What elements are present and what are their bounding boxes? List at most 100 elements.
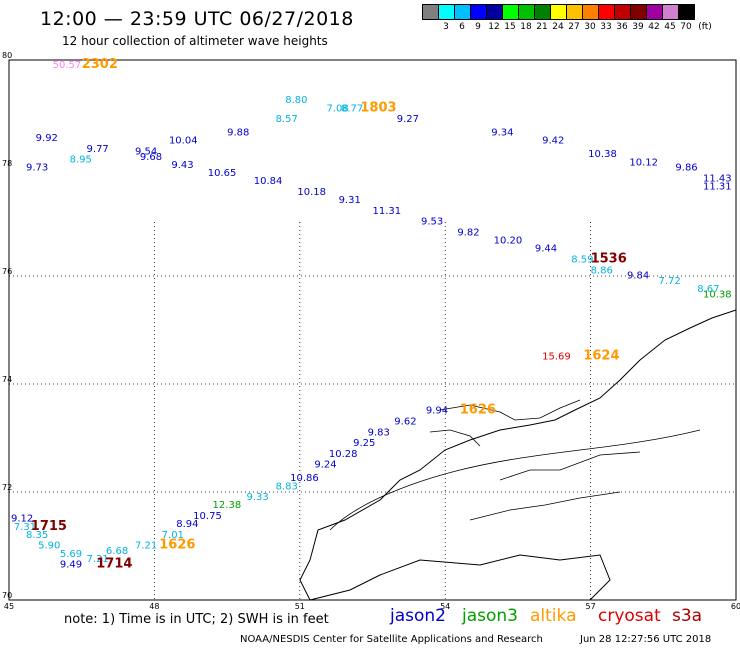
wave-height-value: 9.43 xyxy=(171,160,193,171)
coastline-novaya-zemlya xyxy=(299,309,737,601)
wave-height-value: 9.53 xyxy=(421,217,443,228)
legend-swatch-label: 24 xyxy=(552,22,564,32)
wave-height-value: 9.31 xyxy=(339,195,361,206)
wave-height-value: 9.94 xyxy=(426,406,448,417)
wave-height-value: 9.12 xyxy=(11,514,33,525)
legend-swatch-label: 36 xyxy=(616,22,628,32)
longitude-tick-label: 57 xyxy=(586,602,596,611)
legend-jason2: jason2 xyxy=(390,606,446,626)
wave-height-value: 8.80 xyxy=(285,95,307,106)
wave-height-value: 50.57 xyxy=(53,60,82,71)
wave-height-color-legend xyxy=(422,4,695,20)
legend-swatch-label: 9 xyxy=(475,22,481,32)
wave-height-value: 11.43 xyxy=(703,174,732,185)
wave-height-value: 8.83 xyxy=(276,481,298,492)
wave-height-value: 10.04 xyxy=(169,136,198,147)
longitude-tick-label: 51 xyxy=(295,602,305,611)
latitude-tick-label: 70 xyxy=(2,591,12,600)
wave-height-value: 8.95 xyxy=(70,155,92,166)
wave-height-value: 9.83 xyxy=(368,427,390,438)
wave-height-value: 7.08 xyxy=(326,103,348,114)
legend-swatch-label: 3 xyxy=(443,22,449,32)
legend-jason3: jason3 xyxy=(462,606,518,626)
wave-height-value: 9.34 xyxy=(491,128,513,139)
latitude-tick-label: 74 xyxy=(2,375,12,384)
longitude-tick-label: 45 xyxy=(4,602,14,611)
wave-height-value: 9.25 xyxy=(353,438,375,449)
wave-height-value: 10.18 xyxy=(297,187,326,198)
map-gridlines xyxy=(9,222,736,600)
wave-height-value: 8.77 xyxy=(341,103,363,114)
wave-height-value: 1714 xyxy=(96,557,132,572)
wave-height-value: 9.82 xyxy=(457,228,479,239)
latitude-tick-label: 78 xyxy=(2,159,12,168)
wave-height-value: 7.01 xyxy=(162,530,184,541)
map-frame xyxy=(8,59,737,601)
legend-swatch-label: 18 xyxy=(520,22,532,32)
wave-height-value: 5.69 xyxy=(60,549,82,560)
wave-height-value: 7.72 xyxy=(658,276,680,287)
wave-height-value: 10.12 xyxy=(629,157,658,168)
wave-height-value: 7.21 xyxy=(87,554,109,565)
wave-height-value: 8.35 xyxy=(26,530,48,541)
wave-height-value: 8.57 xyxy=(276,114,298,125)
map-axis-labels: 45 48 51 54 57 60 80 78 76 74 72 70 xyxy=(2,51,740,611)
legend-s3a: s3a xyxy=(672,606,703,626)
wave-height-value: 7.31 xyxy=(14,522,36,533)
wave-height-value: 9.73 xyxy=(26,163,48,174)
legend-swatch-label: 15 xyxy=(504,22,516,32)
footer-note: note: 1) Time is in UTC; 2) SWH is in fe… xyxy=(64,612,329,627)
wave-height-value: 1803 xyxy=(360,100,396,115)
wave-height-value: 10.75 xyxy=(193,511,222,522)
wave-height-value: 10.65 xyxy=(208,168,237,179)
wave-height-value: 9.92 xyxy=(36,133,58,144)
longitude-tick-label: 48 xyxy=(149,602,159,611)
longitude-tick-label: 60 xyxy=(731,602,740,611)
footer-timestamp: Jun 28 12:27:56 UTC 2018 xyxy=(580,634,712,645)
wave-height-legend-labels: 3 6 9 12 15 18 21 24 27 30 33 36 39 42 45 70 (ft) xyxy=(422,22,716,32)
footer-credit: NOAA/NESDIS Center for Satellite Applica… xyxy=(240,634,543,645)
wave-height-value: 8.67 xyxy=(697,284,719,295)
wave-height-value: 10.28 xyxy=(329,449,358,460)
wave-height-value: 9.68 xyxy=(140,152,162,163)
wave-height-value: 9.27 xyxy=(397,114,419,125)
legend-swatch-label: 70 xyxy=(680,22,692,32)
wave-height-value: 9.77 xyxy=(87,144,109,155)
wave-height-value: 1536 xyxy=(591,252,627,267)
wave-height-value: 9.84 xyxy=(627,271,649,282)
wave-height-value: 1624 xyxy=(583,349,619,364)
wave-height-value: 1626 xyxy=(460,403,496,418)
longitude-tick-label: 54 xyxy=(440,602,450,611)
wave-height-value: 9.86 xyxy=(675,163,697,174)
wave-height-value: 9.49 xyxy=(60,560,82,571)
wave-height-value: 11.31 xyxy=(703,182,732,193)
wave-height-value: 8.94 xyxy=(176,519,198,530)
legend-swatch-label: 27 xyxy=(568,22,580,32)
page-subtitle: 12 hour collection of altimeter wave hei… xyxy=(62,34,328,48)
legend-swatch-label: 12 xyxy=(488,22,500,32)
wave-height-value: 10.38 xyxy=(588,149,617,160)
wave-height-value: 9.88 xyxy=(227,128,249,139)
wave-height-value: 11.31 xyxy=(373,206,402,217)
wave-height-value: 15.69 xyxy=(542,352,571,363)
wave-height-value: 10.20 xyxy=(494,236,523,247)
wave-height-value: 10.84 xyxy=(254,176,283,187)
wave-height-value: 5.90 xyxy=(38,541,60,552)
wave-height-value: 10.38 xyxy=(703,290,732,301)
wave-height-value: 1715 xyxy=(31,519,67,534)
wave-height-value: 9.54 xyxy=(135,147,157,158)
wave-height-value: 2302 xyxy=(82,57,118,72)
wave-height-value: 9.44 xyxy=(535,244,557,255)
latitude-tick-label: 72 xyxy=(2,483,12,492)
legend-swatch-label: 33 xyxy=(600,22,612,32)
wave-height-value: 9.42 xyxy=(542,136,564,147)
wave-height-value: 1626 xyxy=(159,538,195,553)
legend-cryosat: cryosat xyxy=(598,606,661,626)
wave-height-value: 9.24 xyxy=(314,460,336,471)
wave-height-value: 9.62 xyxy=(394,417,416,428)
wave-height-value: 8.59 xyxy=(571,255,593,266)
legend-unit-label: (ft) xyxy=(698,22,712,32)
wave-height-value: 8.86 xyxy=(591,265,613,276)
legend-altika: altika xyxy=(530,606,577,626)
